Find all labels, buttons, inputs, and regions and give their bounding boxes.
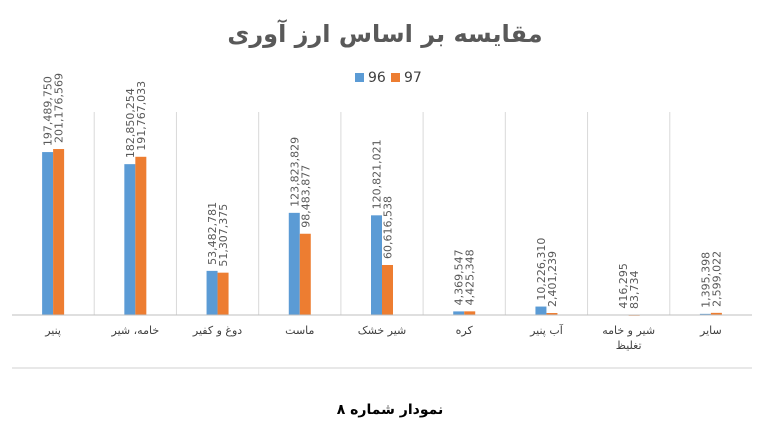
bar-96-8: [699, 313, 711, 315]
bar-series: [42, 149, 722, 316]
bar-97-8: [710, 312, 722, 315]
legend-swatch-97: [391, 73, 400, 82]
bar-96-0: [42, 152, 54, 315]
data-label-96-4: 120,821,021: [371, 139, 384, 209]
category-axis-labels: پنیر خامه، شیر دوغ و کفیر ماست شیر خشک کره آب …: [44, 323, 722, 352]
data-label-97-5: 4,425,348: [464, 249, 477, 305]
data-label-97-3: 98,483,877: [299, 165, 312, 228]
data-label-96-1: 182,850,254: [124, 88, 137, 158]
bar-97-1: [135, 156, 147, 315]
data-label-97-0: 201,176,569: [53, 73, 66, 143]
figure-caption: نمودار شماره ۸: [337, 402, 444, 418]
category-label-5: کره: [456, 324, 474, 337]
data-label-96-3: 123,823,829: [288, 137, 301, 207]
data-label-96-0: 197,489,750: [42, 76, 55, 146]
category-label-4: شیر خشک: [358, 324, 407, 337]
data-label-96-5: 4,369,547: [453, 249, 466, 305]
bar-97-4: [382, 264, 393, 315]
legend-label-97: 97: [404, 70, 422, 86]
bar-96-6: [535, 306, 547, 315]
category-label-8: سایر: [699, 324, 722, 337]
bar-97-3: [299, 233, 311, 315]
data-label-96-7: 416,295: [617, 263, 630, 309]
data-label-96-8: 1,395,398: [699, 252, 712, 308]
chart-title: مقایسه بر اساس ارز آوری: [227, 19, 542, 48]
category-label-3: ماست: [285, 324, 314, 337]
category-label-0: پنیر: [44, 324, 61, 337]
category-label-7: تغلیظ: [616, 339, 642, 352]
bar-97-5: [464, 311, 476, 315]
data-label-96-6: 10,226,310: [535, 238, 548, 301]
legend-swatch-96: [355, 73, 364, 82]
category-gridlines: [93, 112, 671, 315]
bar-96-5: [453, 311, 465, 315]
bar-97-2: [217, 272, 229, 315]
bar-96-4: [371, 215, 382, 315]
bar-96-2: [206, 270, 218, 315]
data-label-97-1: 191,767,033: [135, 81, 148, 151]
chart-legend: 96 97: [355, 70, 422, 86]
data-label-97-7: 83,734: [628, 270, 641, 309]
data-label-97-8: 2,599,022: [710, 251, 723, 307]
bar-97-6: [546, 313, 558, 315]
category-label-1: خامه، شیر: [111, 324, 160, 337]
category-label-6: آب پنیر: [529, 323, 564, 337]
category-label-2: دوغ و کفیر: [192, 324, 242, 337]
data-label-97-2: 51,307,375: [217, 204, 230, 267]
category-label-7: شیر و خامه: [602, 324, 655, 337]
data-label-96-2: 53,482,781: [206, 202, 219, 265]
data-label-97-6: 2,401,239: [546, 251, 559, 307]
bar-96-1: [124, 164, 136, 315]
legend-label-96: 96: [368, 70, 386, 86]
bar-97-0: [53, 149, 65, 315]
data-label-97-4: 60,616,538: [382, 196, 395, 259]
bar-96-3: [288, 212, 300, 315]
